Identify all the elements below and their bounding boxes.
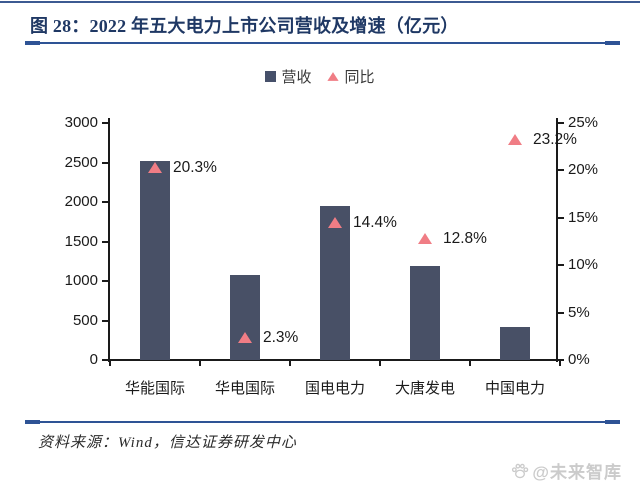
- left-axis-tick-label: 1500: [64, 232, 98, 250]
- yoy-data-label: 12.8%: [443, 229, 487, 247]
- x-axis-category-label: 大唐发电: [394, 380, 455, 397]
- right-axis-tick: [558, 264, 564, 267]
- revenue-bar: [320, 206, 350, 360]
- watermark-text: @未来智库: [532, 463, 622, 482]
- left-axis-tick-label: 500: [72, 311, 98, 329]
- right-axis-tick: [558, 169, 564, 172]
- right-axis-line: [556, 118, 558, 362]
- x-axis-tick: [559, 360, 561, 366]
- yoy-triangle-point: [328, 217, 342, 229]
- x-axis-category-label: 华电国际: [214, 380, 275, 397]
- x-axis-line: [107, 359, 559, 361]
- right-axis-tick: [558, 122, 564, 124]
- top-border-line: [0, 1, 640, 3]
- left-axis-tick: [102, 319, 108, 322]
- right-axis-tick-label: 20%: [568, 161, 599, 179]
- x-axis-tick: [469, 360, 471, 366]
- chart-legend: 营收 同比: [0, 66, 640, 87]
- yoy-data-label: 2.3%: [263, 329, 299, 347]
- left-axis-tick: [102, 240, 108, 243]
- bottom-divider-line: [25, 420, 620, 424]
- right-axis-tick-label: 10%: [568, 256, 599, 274]
- revenue-bar: [410, 266, 440, 360]
- left-axis-tick-label: 3000: [64, 114, 98, 131]
- left-axis-tick-label: 2000: [64, 193, 98, 210]
- x-axis-tick: [199, 360, 201, 366]
- left-axis-tick: [102, 122, 108, 124]
- legend-label-yoy: 同比: [344, 69, 375, 86]
- left-axis-tick: [102, 201, 108, 203]
- right-axis-tick-label: 5%: [568, 303, 590, 321]
- yoy-triangle-point: [148, 161, 162, 173]
- legend-item-revenue: 营收: [265, 66, 312, 87]
- revenue-bar: [500, 327, 530, 360]
- left-axis-tick-label: 2500: [64, 153, 98, 171]
- x-axis-tick: [289, 360, 291, 366]
- left-axis-tick: [102, 161, 108, 164]
- right-axis-tick-label: 0%: [568, 351, 590, 368]
- left-axis-tick-label: 0: [89, 351, 98, 368]
- x-axis-category-label: 中国电力: [484, 380, 545, 397]
- left-axis-tick-label: 1000: [64, 272, 98, 289]
- revenue-square-marker-icon: [265, 71, 277, 82]
- yoy-data-label: 23.2%: [533, 131, 577, 149]
- left-axis-line: [108, 118, 110, 362]
- yoy-triangle-point: [508, 134, 522, 146]
- yoy-triangle-point: [418, 232, 432, 244]
- watermark: @未来智库: [510, 458, 622, 483]
- yoy-data-label: 20.3%: [173, 158, 217, 176]
- x-axis-category-label: 华能国际: [124, 380, 185, 397]
- left-axis-tick: [102, 280, 108, 282]
- revenue-bar: [140, 161, 170, 360]
- left-axis-tick: [102, 359, 108, 361]
- yoy-triangle-point: [238, 332, 252, 344]
- paw-icon: [512, 463, 529, 478]
- right-axis-tick-label: 15%: [568, 208, 599, 226]
- x-axis-category-label: 国电电力: [304, 380, 365, 397]
- right-axis-tick: [558, 216, 564, 219]
- right-axis-tick: [558, 311, 564, 314]
- title-divider-line: [25, 41, 620, 45]
- revenue-bar: [230, 275, 260, 360]
- legend-label-revenue: 营收: [281, 69, 312, 86]
- x-axis-tick: [379, 360, 381, 366]
- yoy-data-label: 14.4%: [353, 214, 397, 232]
- yoy-triangle-marker-icon: [326, 72, 339, 81]
- right-axis-tick: [558, 359, 564, 361]
- source-note: 资料来源：Wind，信达证券研发中心: [38, 435, 297, 451]
- x-axis-tick: [109, 360, 111, 366]
- legend-item-yoy: 同比: [326, 66, 375, 87]
- right-axis-tick-label: 25%: [568, 114, 599, 131]
- figure-title: 图 28：2022 年五大电力上市公司营收及增速（亿元）: [30, 16, 459, 36]
